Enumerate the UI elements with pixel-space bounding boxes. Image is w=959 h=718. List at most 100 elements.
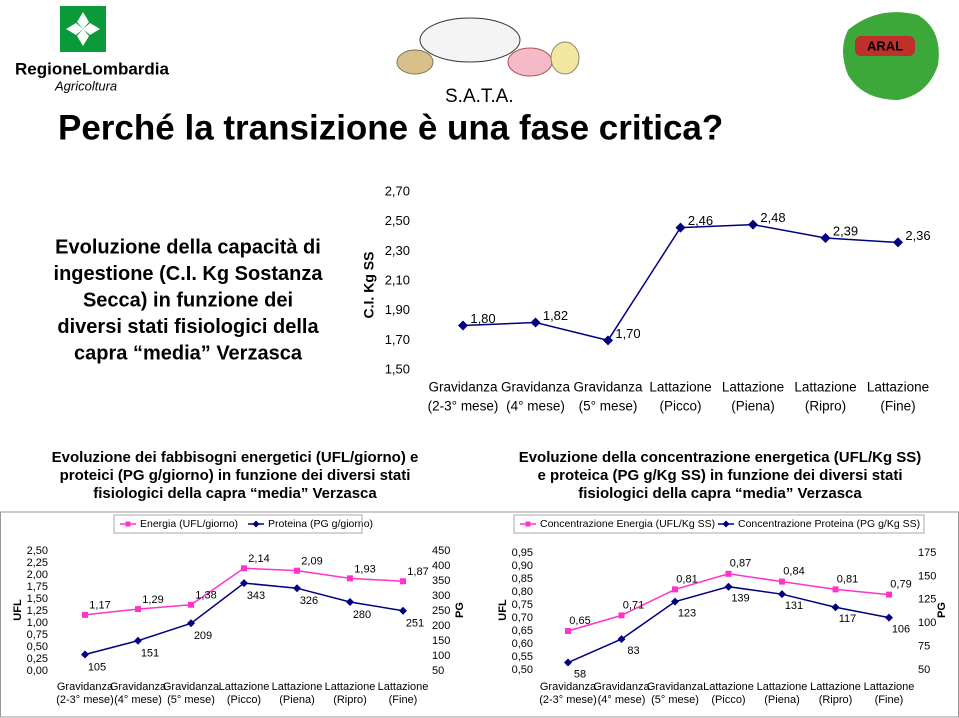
data-label: 1,87	[407, 566, 428, 578]
logo-cross	[66, 12, 100, 46]
y2-axis-label: PG	[454, 602, 466, 618]
y-tick-label: 1,90	[385, 302, 410, 317]
marker	[893, 237, 903, 248]
y-tick-label: 0,50	[27, 641, 48, 653]
data-label: 209	[194, 630, 212, 642]
region-logo	[60, 6, 106, 52]
x-tick-label: Lattazione	[722, 380, 784, 395]
data-label: 1,93	[354, 563, 375, 575]
legend-label: Proteina (PG g/giorno)	[268, 518, 373, 530]
marker	[725, 570, 732, 577]
x-tick-label: (5° mese)	[651, 694, 699, 706]
y-tick-label: 0,25	[27, 653, 48, 665]
y-tick-label: 0,90	[512, 560, 533, 572]
y-tick-label: 2,10	[385, 272, 410, 287]
marker	[778, 590, 786, 599]
data-label: 117	[839, 613, 857, 625]
x-tick-label: Lattazione	[649, 380, 711, 395]
data-label: 2,46	[688, 213, 713, 228]
data-label: 343	[247, 590, 265, 602]
legend-marker	[525, 521, 531, 527]
x-tick-label: (Picco)	[227, 694, 261, 706]
marker	[617, 635, 626, 644]
y2-tick-label: 400	[432, 560, 450, 572]
marker	[134, 636, 142, 645]
chart-title: proteici (PG g/giorno) in funzione dei d…	[60, 467, 411, 484]
x-tick-label: Gravidanza	[57, 681, 114, 693]
y2-tick-label: 125	[918, 594, 936, 606]
marker	[672, 586, 678, 593]
data-label: 2,48	[760, 210, 785, 225]
x-tick-label: Lattazione	[867, 380, 929, 395]
data-label: 0,79	[890, 579, 911, 591]
y2-tick-label: 200	[432, 620, 450, 632]
y2-tick-label: 150	[918, 570, 936, 582]
y2-tick-label: 75	[918, 641, 930, 653]
marker	[564, 658, 572, 667]
marker	[886, 591, 892, 598]
legend-label: Concentrazione Energia (UFL/Kg SS)	[540, 518, 715, 530]
marker	[347, 575, 353, 582]
marker	[400, 578, 406, 585]
x-tick-label: (Picco)	[711, 694, 745, 706]
y2-tick-label: 450	[432, 545, 450, 557]
marker	[240, 579, 248, 588]
x-tick-label: Gravidanza	[163, 681, 220, 693]
x-tick-label: Lattazione	[757, 681, 808, 693]
marker	[399, 606, 407, 615]
chart-title: fisiologici della capra “media” Verzasca	[578, 485, 862, 502]
y-tick-label: 0,80	[512, 586, 533, 598]
legend-marker	[125, 521, 131, 527]
intro-line: capra “media” Verzasca	[74, 342, 303, 364]
y-tick-label: 2,30	[385, 243, 410, 258]
x-tick-label: (Fine)	[875, 694, 904, 706]
y-tick-label: 0,75	[512, 599, 533, 611]
data-label: 1,80	[470, 311, 495, 326]
y-tick-label: 0,85	[512, 573, 533, 585]
x-tick-label: (Ripro)	[333, 694, 367, 706]
y-tick-label: 1,25	[27, 605, 48, 617]
x-tick-label: Gravidanza	[110, 681, 167, 693]
y2-tick-label: 50	[918, 664, 930, 676]
data-label: 1,17	[89, 600, 110, 612]
marker	[603, 335, 613, 346]
x-tick-label: (Piena)	[279, 694, 314, 706]
x-tick-label: (5° mese)	[167, 694, 215, 706]
y-tick-label: 2,50	[27, 545, 48, 557]
y2-tick-label: 150	[432, 635, 450, 647]
data-label: 0,71	[623, 599, 644, 611]
x-tick-label: (Picco)	[659, 399, 701, 414]
x-tick-label: (Ripro)	[819, 694, 853, 706]
y-tick-label: 0,00	[27, 665, 48, 677]
data-label: 280	[353, 609, 371, 621]
y-tick-label: 2,00	[27, 569, 48, 581]
y2-tick-label: 250	[432, 605, 450, 617]
legend-label: Energia (UFL/giorno)	[140, 518, 238, 530]
y-axis-label: UFL	[12, 599, 24, 621]
x-tick-label: (Fine)	[880, 399, 915, 414]
intro-line: ingestione (C.I. Kg Sostanza	[54, 263, 324, 285]
data-label: 1,29	[142, 594, 163, 606]
x-tick-label: Gravidanza	[647, 681, 704, 693]
marker	[458, 320, 468, 331]
y-tick-label: 1,00	[27, 617, 48, 629]
chart-title: e proteica (PG g/Kg SS) in funzione dei …	[537, 467, 902, 484]
x-tick-label: Lattazione	[810, 681, 861, 693]
data-label: 0,84	[783, 566, 804, 578]
y-tick-label: 0,50	[512, 664, 533, 676]
x-tick-label: Gravidanza	[573, 380, 643, 395]
x-tick-label: Gravidanza	[593, 681, 650, 693]
x-tick-label: Gravidanza	[428, 380, 498, 395]
marker	[293, 584, 301, 593]
data-label: 2,39	[833, 223, 858, 238]
y2-axis-label: PG	[936, 602, 948, 618]
x-tick-label: Lattazione	[219, 681, 270, 693]
intro-line: diversi stati fisiologici della	[57, 316, 319, 338]
chart-title: Evoluzione della concentrazione energeti…	[519, 449, 922, 466]
y2-tick-label: 100	[918, 617, 936, 629]
y2-tick-label: 175	[918, 547, 936, 559]
marker	[530, 317, 541, 328]
data-label: 1,70	[615, 326, 640, 341]
x-tick-label: Lattazione	[864, 681, 915, 693]
